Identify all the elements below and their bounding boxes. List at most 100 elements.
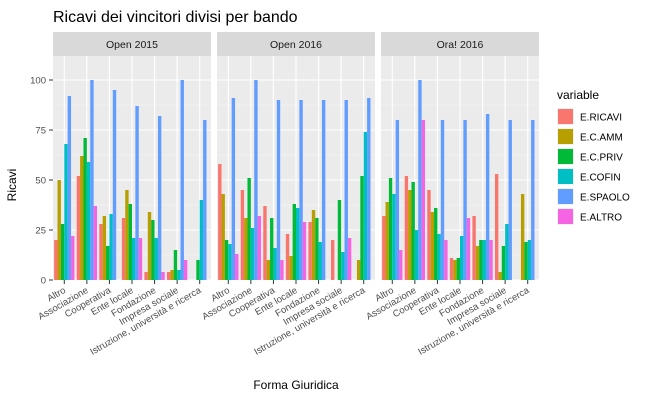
bar-e-spaolo bbox=[508, 120, 512, 280]
bar-e-c-priv bbox=[479, 240, 483, 280]
bar-e-altro bbox=[93, 206, 98, 280]
bar-e-c-priv bbox=[360, 176, 364, 280]
bar-e-ricavi bbox=[166, 272, 171, 280]
bar-e-altro bbox=[183, 260, 188, 280]
y-tick-label: 25 bbox=[35, 226, 46, 237]
legend: variable E.RICAVI E.C.AMM E.C.PRIV E.COFIN E… bbox=[557, 88, 630, 225]
bar-e-c-priv bbox=[173, 250, 178, 280]
y-axis-title: Ricavi bbox=[5, 169, 19, 202]
bar-e-ricavi bbox=[121, 218, 126, 280]
bar-e-altro bbox=[302, 222, 307, 280]
bar-e-c-amm bbox=[57, 180, 61, 280]
bar-e-c-amm bbox=[453, 260, 457, 280]
bar-e-cofin bbox=[341, 252, 345, 280]
facet-strip-label: Ora! 2016 bbox=[437, 39, 484, 51]
bar-e-spaolo bbox=[418, 80, 422, 280]
y-tick-label: 75 bbox=[35, 126, 46, 137]
bar-e-c-amm bbox=[289, 256, 293, 280]
bar-e-altro bbox=[257, 216, 262, 280]
bar-e-c-priv bbox=[270, 218, 274, 280]
bar-e-c-priv bbox=[106, 246, 110, 280]
bar-e-cofin bbox=[109, 214, 113, 280]
legend-key bbox=[558, 129, 573, 144]
bar-e-cofin bbox=[132, 238, 136, 280]
bar-e-cofin bbox=[250, 228, 255, 280]
bar-e-cofin bbox=[86, 162, 91, 280]
bar-e-altro bbox=[489, 240, 493, 280]
legend-item-e-cofin: E.COFIN bbox=[557, 168, 621, 185]
bar-e-spaolo bbox=[367, 98, 371, 280]
bar-e-altro bbox=[138, 238, 143, 280]
bar-e-ricavi bbox=[330, 240, 335, 280]
bar-e-c-priv bbox=[224, 240, 229, 280]
bar-e-c-amm bbox=[170, 270, 174, 280]
y-tick-label: 50 bbox=[35, 176, 46, 187]
bar-e-ricavi bbox=[99, 224, 103, 280]
bar-e-spaolo bbox=[203, 120, 207, 280]
bar-e-spaolo bbox=[276, 100, 281, 280]
facet-strip bbox=[217, 32, 375, 56]
bar-e-c-priv bbox=[337, 200, 342, 280]
bar-e-c-priv bbox=[456, 258, 460, 280]
bar-e-c-amm bbox=[102, 216, 107, 280]
legend-key bbox=[558, 109, 573, 124]
bar-e-cofin bbox=[414, 230, 419, 280]
bar-e-c-priv bbox=[501, 246, 506, 280]
bar-e-c-amm bbox=[147, 212, 152, 280]
legend-key bbox=[558, 189, 573, 204]
bar-e-altro bbox=[466, 218, 471, 280]
bar-e-c-amm bbox=[244, 218, 248, 280]
legend-label: E.SPAOLO bbox=[580, 193, 630, 204]
bar-e-cofin bbox=[527, 240, 532, 280]
bar-e-c-amm bbox=[125, 190, 129, 280]
bar-e-altro bbox=[347, 238, 352, 280]
legend-label: E.C.PRIV bbox=[580, 153, 623, 164]
bar-e-c-amm bbox=[520, 194, 525, 280]
bar-e-spaolo bbox=[531, 120, 535, 280]
bar-e-c-amm bbox=[266, 260, 271, 280]
legend-label: E.COFIN bbox=[580, 173, 621, 184]
bar-e-cofin bbox=[154, 238, 158, 280]
bar-e-c-amm bbox=[356, 260, 361, 280]
y-tick-label: 100 bbox=[30, 76, 46, 87]
bar-e-c-priv bbox=[247, 178, 251, 280]
x-axis-title: Forma Giuridica bbox=[253, 378, 339, 392]
bar-e-c-amm bbox=[80, 156, 84, 280]
bar-e-spaolo bbox=[254, 80, 258, 280]
bar-e-altro bbox=[399, 250, 403, 280]
bar-e-spaolo bbox=[157, 116, 162, 280]
bar-e-ricavi bbox=[240, 190, 245, 280]
legend-item-e-altro: E.ALTRO bbox=[557, 208, 622, 225]
bar-e-c-priv bbox=[196, 260, 200, 280]
bar-e-ricavi bbox=[263, 206, 267, 280]
facet-strip-label: Open 2016 bbox=[270, 39, 322, 51]
legend-key bbox=[558, 149, 573, 164]
bar-e-spaolo bbox=[321, 100, 326, 280]
bar-e-cofin bbox=[273, 248, 277, 280]
bar-e-c-amm bbox=[498, 272, 502, 280]
bar-e-spaolo bbox=[344, 100, 348, 280]
bar-e-c-priv bbox=[524, 242, 528, 280]
bar-e-ricavi bbox=[449, 258, 454, 280]
legend-key bbox=[558, 209, 573, 224]
bar-e-c-amm bbox=[408, 190, 412, 280]
bar-e-ricavi bbox=[54, 240, 58, 280]
legend-item-e-spaolo: E.SPAOLO bbox=[557, 188, 630, 205]
bar-e-altro bbox=[421, 120, 426, 280]
bar-e-spaolo bbox=[231, 98, 236, 280]
bar-e-ricavi bbox=[285, 234, 290, 280]
bar-e-cofin bbox=[392, 194, 396, 280]
bar-e-cofin bbox=[437, 234, 441, 280]
bar-e-cofin bbox=[318, 242, 322, 280]
bar-e-c-amm bbox=[311, 210, 316, 280]
bar-e-cofin bbox=[296, 208, 300, 280]
bar-e-c-amm bbox=[385, 202, 389, 280]
bar-e-c-priv bbox=[128, 204, 132, 280]
bar-e-spaolo bbox=[67, 96, 72, 280]
facet-strip-label: Open 2015 bbox=[106, 39, 158, 51]
bar-e-ricavi bbox=[308, 222, 312, 280]
bar-e-spaolo bbox=[463, 120, 467, 280]
bar-e-cofin bbox=[177, 270, 181, 280]
